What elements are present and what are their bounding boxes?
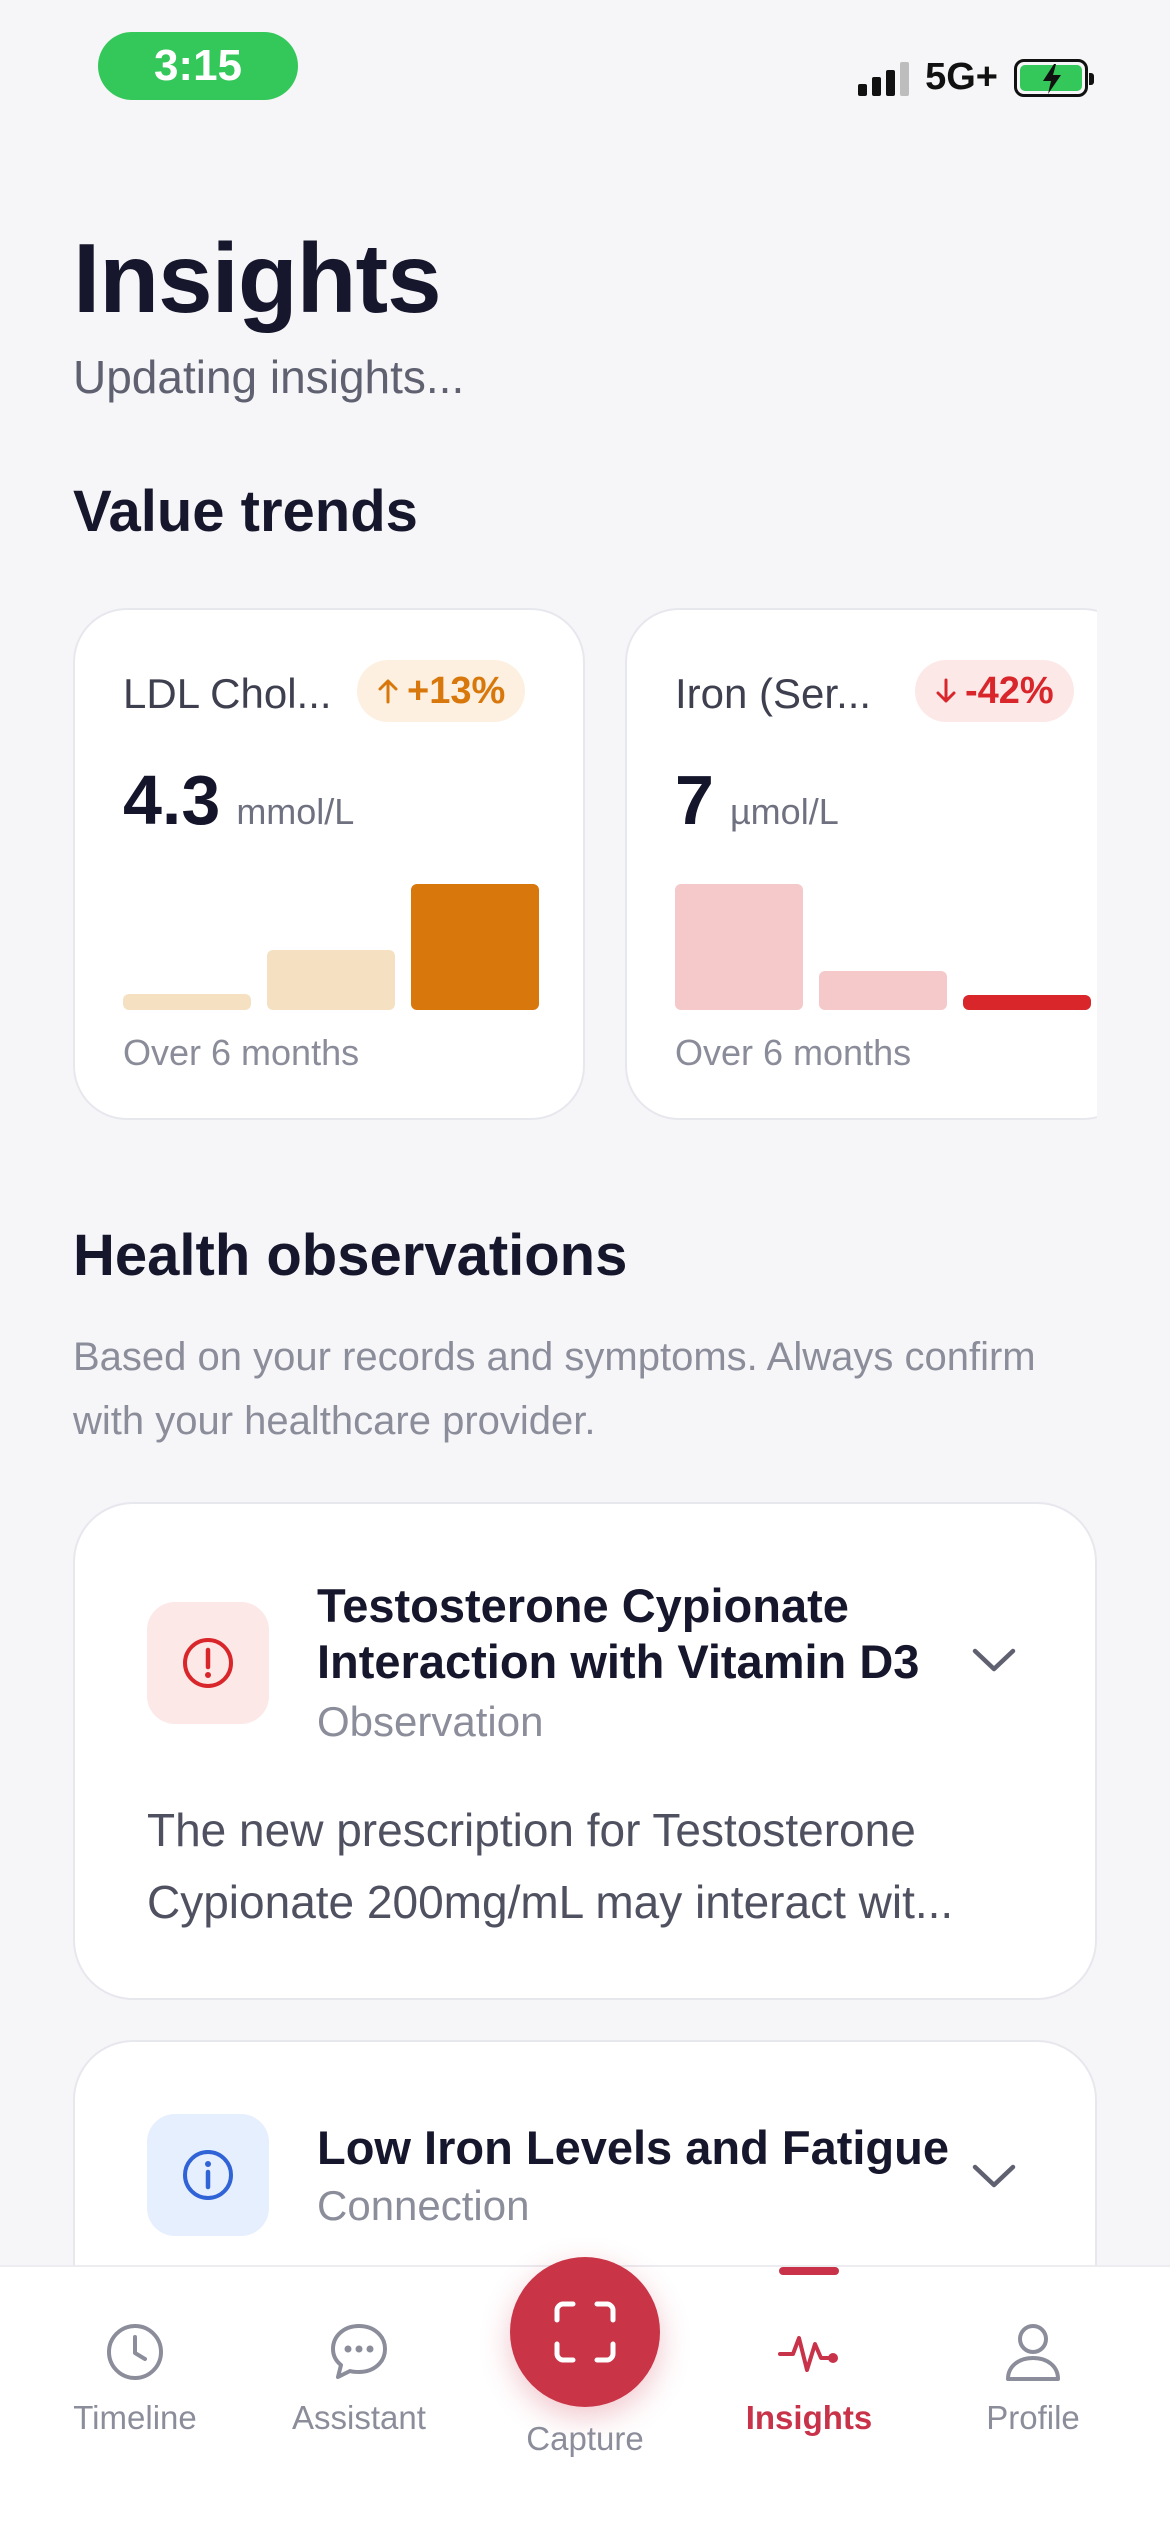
trend-change-badge: -42% — [915, 660, 1074, 722]
page-title: Insights — [73, 223, 442, 333]
trend-value: 7 — [675, 761, 714, 839]
trend-bar — [123, 994, 251, 1010]
trend-bar — [411, 884, 539, 1010]
trend-unit: mmol/L — [236, 791, 355, 832]
trend-bar-chart — [123, 880, 539, 1010]
battery-charging-icon — [1014, 58, 1094, 97]
health-observations-heading: Health observations — [73, 1223, 628, 1288]
trend-card-ldl[interactable]: LDL Chol... +13% 4.3 mmol/L Over 6 month… — [73, 608, 585, 1120]
trend-unit: µmol/L — [729, 791, 839, 832]
network-type: 5G+ — [925, 56, 998, 98]
trend-bar — [675, 884, 803, 1010]
person-icon — [1006, 2324, 1060, 2381]
tab-profile[interactable]: Profile — [933, 2267, 1133, 2467]
info-icon-badge — [147, 2114, 269, 2236]
tab-assistant[interactable]: Assistant — [259, 2267, 459, 2467]
observation-title: Testosterone Cypionate Interaction with … — [317, 1579, 920, 1688]
observation-title: Low Iron Levels and Fatigue — [317, 2121, 949, 2174]
pulse-icon — [778, 2336, 838, 2372]
tab-insights[interactable]: Insights — [709, 2267, 909, 2467]
tab-label: Insights — [745, 2399, 873, 2436]
page-subtitle: Updating insights... — [73, 351, 465, 403]
cellular-signal-icon — [858, 60, 910, 96]
tab-label: Assistant — [292, 2399, 426, 2436]
arrow-down-icon — [936, 678, 956, 703]
trend-change-badge: +13% — [357, 660, 526, 722]
observations-description: Based on your records and symptoms. Alwa… — [73, 1335, 1036, 1443]
chat-icon — [331, 2324, 387, 2379]
observation-preview: The new prescription for Testosterone Cy… — [147, 1804, 954, 1928]
clock-icon — [107, 2324, 163, 2380]
trend-period: Over 6 months — [123, 1032, 360, 1073]
trend-value: 4.3 — [123, 761, 221, 839]
trend-bar — [963, 995, 1091, 1010]
tab-label: Profile — [986, 2399, 1080, 2436]
trend-card-iron[interactable]: Iron (Ser... -42% 7 µmol/L Over 6 months — [625, 608, 1097, 1120]
trend-name: Iron (Ser... — [675, 670, 872, 717]
value-trends-carousel[interactable]: LDL Chol... +13% 4.3 mmol/L Over 6 month… — [73, 608, 1097, 1124]
trend-bar — [819, 971, 947, 1010]
status-time: 3:15 — [98, 32, 298, 100]
arrow-up-icon — [378, 679, 398, 704]
observation-type: Connection — [317, 2182, 530, 2229]
tab-timeline[interactable]: Timeline — [35, 2267, 235, 2467]
scan-icon — [554, 2301, 616, 2363]
tab-label: Timeline — [73, 2399, 197, 2436]
value-trends-heading: Value trends — [73, 479, 418, 544]
capture-button[interactable] — [510, 2257, 660, 2407]
trend-bar — [267, 950, 395, 1010]
trend-period: Over 6 months — [675, 1032, 912, 1073]
alert-icon — [183, 1638, 233, 1688]
observation-type: Observation — [317, 1698, 544, 1745]
observation-card-testosterone[interactable]: Testosterone Cypionate Interaction with … — [73, 1502, 1097, 2000]
chevron-down-icon[interactable] — [971, 2162, 1017, 2190]
alert-icon-badge — [147, 1602, 269, 1724]
capture-label: Capture — [526, 2420, 644, 2457]
active-tab-indicator — [779, 2267, 839, 2275]
chevron-down-icon[interactable] — [971, 1646, 1017, 1674]
status-indicators: 5G+ — [858, 56, 1094, 99]
trend-name: LDL Chol... — [123, 670, 332, 717]
info-icon — [183, 2150, 233, 2200]
trend-bar-chart — [675, 880, 1091, 1010]
